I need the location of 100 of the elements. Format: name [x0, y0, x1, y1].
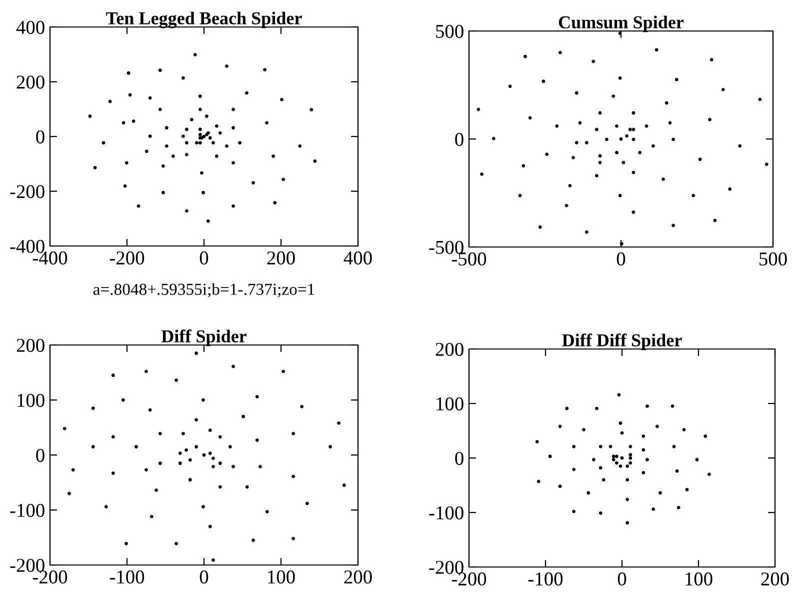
point — [628, 461, 632, 465]
point — [626, 498, 630, 502]
point — [713, 218, 717, 222]
point — [572, 444, 576, 448]
point — [598, 466, 602, 470]
point — [202, 398, 205, 402]
y-tick-label: 400 — [16, 20, 44, 34]
point — [558, 424, 562, 428]
point — [545, 152, 549, 156]
point — [158, 68, 162, 72]
point — [632, 210, 636, 214]
point — [265, 510, 269, 514]
point — [198, 108, 202, 112]
point — [218, 462, 222, 465]
chart-title: Diff Diff Spider — [562, 334, 682, 350]
point — [328, 445, 332, 448]
point — [178, 462, 182, 465]
point — [524, 54, 527, 58]
point — [646, 404, 649, 408]
point — [568, 184, 572, 188]
point — [273, 201, 277, 204]
point — [158, 108, 162, 112]
point — [632, 111, 636, 115]
point — [188, 478, 192, 482]
point — [68, 492, 71, 496]
point — [265, 121, 268, 125]
point — [528, 116, 532, 120]
point — [154, 488, 158, 492]
x-tick-label: 200 — [761, 572, 789, 586]
point — [215, 124, 218, 128]
point — [208, 452, 212, 456]
point — [194, 352, 198, 355]
point — [232, 364, 235, 368]
point — [574, 140, 578, 144]
point — [128, 93, 132, 97]
point — [252, 538, 255, 542]
x-tick-label: 0 — [200, 251, 208, 265]
point — [605, 138, 608, 142]
point — [574, 91, 578, 95]
point — [280, 98, 284, 102]
point — [242, 414, 245, 418]
point — [538, 225, 542, 229]
point — [200, 171, 204, 175]
point — [708, 118, 712, 122]
point — [695, 458, 699, 462]
point — [144, 468, 148, 472]
point — [692, 194, 696, 198]
point — [202, 190, 205, 194]
point — [535, 440, 539, 444]
point — [193, 52, 197, 56]
point — [252, 181, 255, 184]
x-tick-label: 200 — [344, 570, 372, 584]
y-tick-label: -200 — [429, 560, 464, 574]
y-tick-label: -200 — [10, 185, 44, 198]
y-tick-label: -200 — [10, 558, 44, 572]
point — [598, 154, 602, 158]
point — [158, 432, 162, 436]
point — [764, 162, 768, 166]
point — [215, 154, 218, 158]
point — [615, 124, 618, 128]
y-tick-label: -400 — [10, 240, 44, 253]
point — [652, 508, 656, 511]
point — [184, 141, 188, 144]
point — [586, 491, 590, 495]
x-tick-label: 0 — [618, 572, 626, 586]
point — [184, 448, 188, 452]
point — [676, 506, 680, 510]
point — [548, 454, 552, 458]
point — [618, 76, 622, 80]
point — [104, 505, 108, 508]
point — [206, 219, 210, 223]
point — [194, 418, 198, 422]
point — [93, 166, 97, 170]
point — [655, 424, 659, 428]
y-tick-label: 0 — [455, 132, 464, 146]
point — [672, 224, 675, 228]
point — [232, 161, 235, 164]
point — [626, 521, 630, 525]
point — [594, 174, 598, 178]
point — [646, 458, 649, 462]
point — [148, 134, 152, 138]
y-tick-label: 100 — [18, 394, 44, 407]
point — [263, 68, 267, 72]
point — [225, 144, 228, 148]
point — [682, 428, 686, 432]
point — [626, 464, 630, 468]
point — [212, 558, 215, 562]
point — [582, 428, 586, 432]
point — [232, 464, 235, 468]
point — [625, 134, 628, 138]
point — [592, 60, 596, 64]
point — [598, 511, 602, 515]
x-tick-label: 200 — [267, 251, 295, 265]
point — [584, 140, 588, 144]
point — [617, 393, 621, 396]
point — [622, 160, 626, 164]
point — [618, 421, 622, 425]
point — [255, 395, 259, 398]
point — [194, 445, 198, 448]
point — [198, 128, 202, 132]
